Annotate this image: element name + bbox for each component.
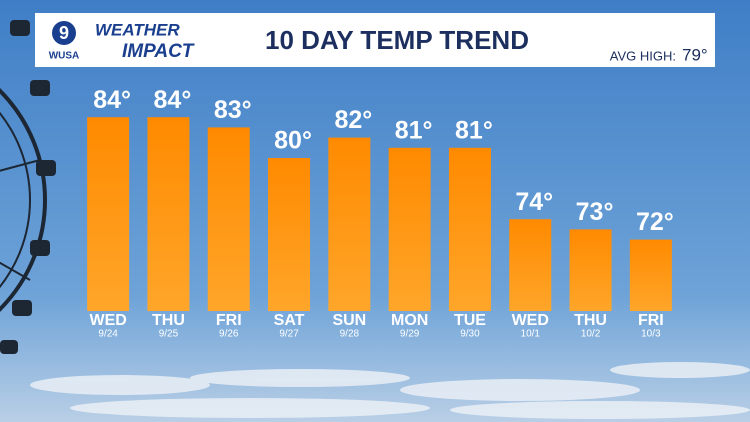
date-label: 9/27 [279,329,299,340]
date-label: 9/26 [219,329,239,340]
x-tick-label: FRI [216,312,242,329]
value-label: 81° [455,116,493,144]
bar [87,117,130,311]
bar [328,137,371,311]
value-label: 74° [515,188,553,216]
logo-station: WUSA [49,51,80,62]
x-tick-label: SAT [274,312,305,329]
x-tick-label: TUE [454,312,486,329]
bar [147,117,190,311]
date-label: 10/2 [581,329,601,340]
avg-high-label: AVG HIGH: [610,48,676,63]
x-tick-label: FRI [638,312,664,329]
value-label: 82° [334,106,372,134]
x-tick-label: THU [152,312,185,329]
avg-high-value: 79° [682,45,708,64]
header [35,13,715,67]
date-label: 9/25 [159,329,179,340]
bar [569,229,612,311]
bar [388,147,431,311]
value-label: 72° [636,208,674,236]
value-label: 84° [154,86,192,114]
value-label: 80° [274,127,312,155]
x-tick-label: WED [512,312,549,329]
value-label: 84° [93,86,131,114]
logo-number: 9 [59,23,69,43]
date-label: 10/3 [641,329,661,340]
clouds [30,362,750,419]
value-label: 73° [576,198,614,226]
date-label: 9/28 [340,329,360,340]
bar [207,127,250,312]
value-label: 83° [214,96,252,124]
chart-title: 10 DAY TEMP TREND [265,25,529,55]
bar [509,219,552,311]
bar [629,239,672,311]
x-tick-label: MON [391,312,428,329]
brand-top: WEATHER [95,20,180,39]
ferris-wheel [0,20,56,354]
date-label: 10/1 [521,329,541,340]
date-label: 9/29 [400,329,420,340]
x-tick-label: WED [89,312,126,329]
x-tick-label: SUN [332,312,366,329]
x-tick-label: THU [574,312,607,329]
brand-bottom: IMPACT [122,41,195,62]
date-label: 9/24 [98,329,118,340]
logo-badge [52,21,76,45]
value-label: 81° [395,116,433,144]
bar [448,147,491,311]
bar [268,158,311,311]
date-label: 9/30 [460,329,480,340]
